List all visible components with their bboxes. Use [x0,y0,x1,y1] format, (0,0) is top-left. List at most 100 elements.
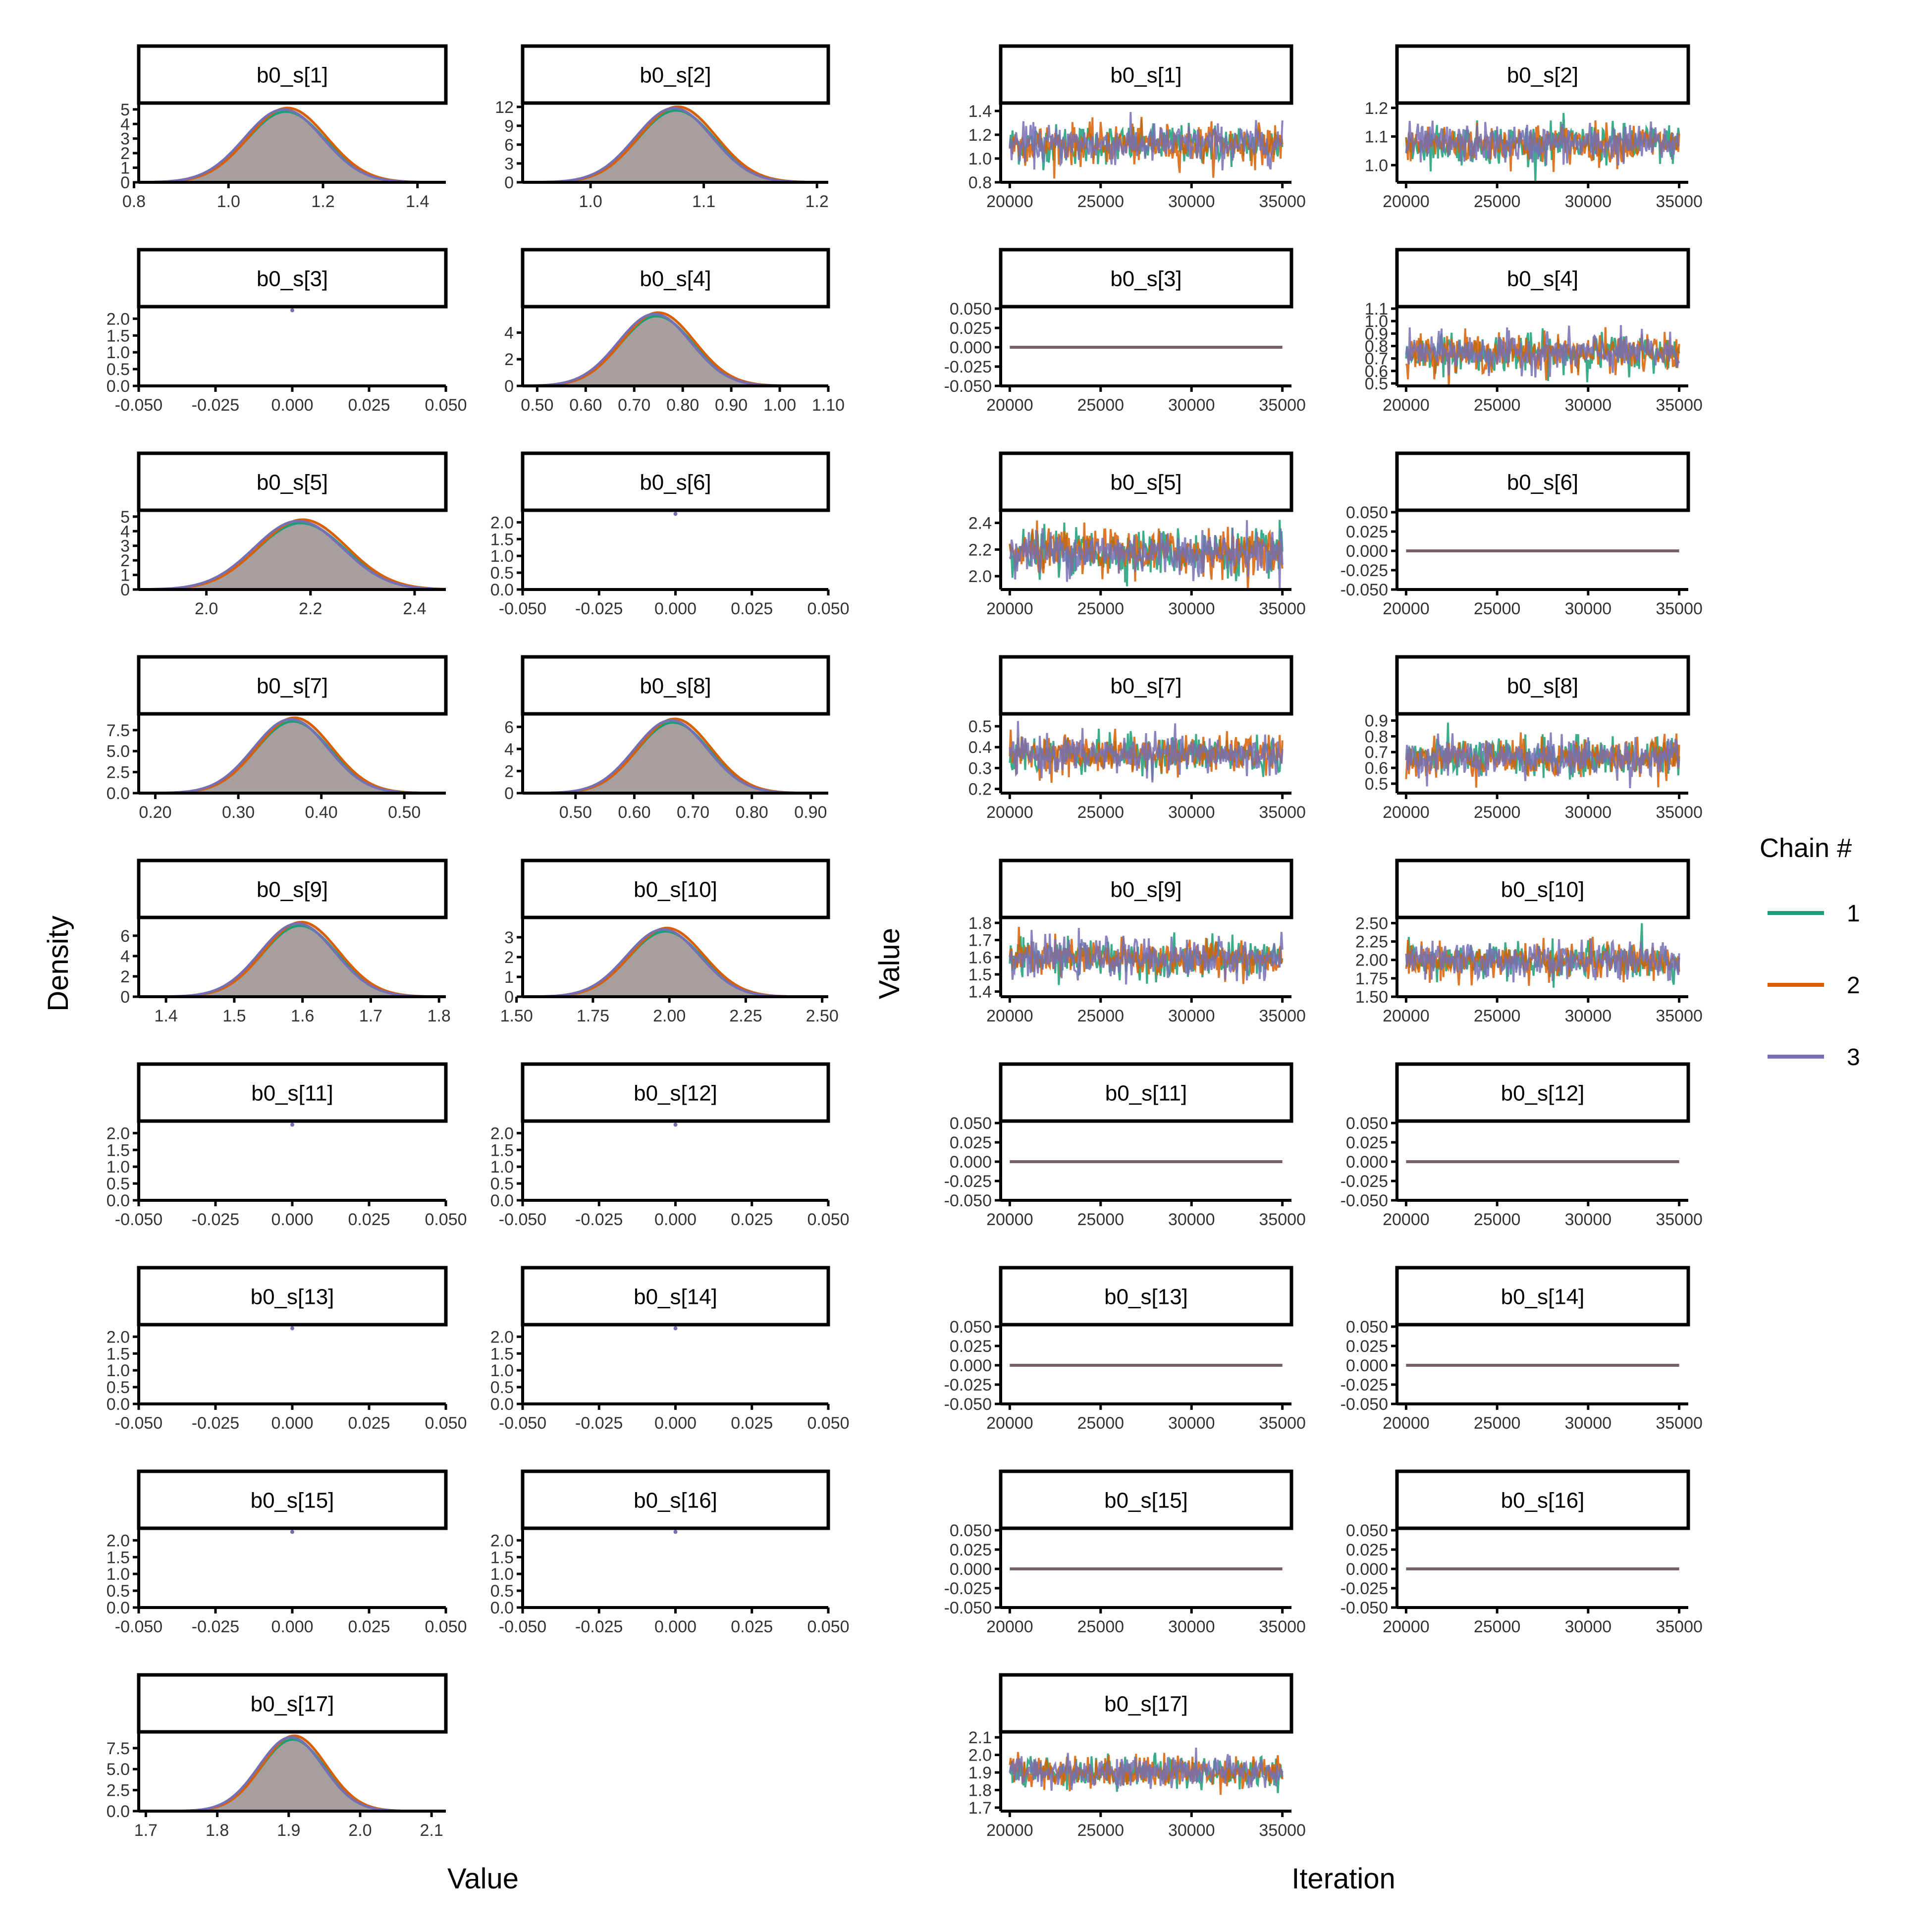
trace-panel-6-x-tick-label: 30000 [1565,599,1612,618]
density-panel-1-x-tick-label: 0.8 [122,192,146,211]
trace-panel-13-x-tick-label: 35000 [1259,1414,1306,1433]
density-x-axis-title: Value [447,1863,519,1895]
trace-panel-3-y-tick-label: 0.025 [950,319,992,338]
trace-panel-16-y-tick-label: 0.025 [1346,1541,1388,1559]
trace-panel-4-chain-3-trace [1405,325,1680,378]
density-panel-7-strip [137,655,448,716]
legend-item-2: 2 [1768,972,1860,999]
density-panel-14-y-tick-label: 0.5 [490,1378,514,1397]
density-panel-14-point [673,1326,678,1331]
density-panel-6-point [673,512,678,516]
trace-panel-1-x-tick-label: 20000 [986,192,1033,211]
trace-panels: b0_s[1]20000 25000 30000 350000.81.01.21.4b… [944,44,1703,1840]
density-panel-15-x-tick-label: 0.050 [425,1617,467,1636]
trace-panel-2-x-tick-label: 35000 [1656,192,1703,211]
density-panel-9-y-tick-label: 0 [120,988,130,1007]
density-panel-15-x-tick-label: -0.025 [192,1617,239,1636]
density-panel-1-x-tick-label: 1.2 [311,192,334,211]
trace-panel-14-y-tick-label: 0.000 [1346,1356,1388,1375]
trace-panel-9-x-tick-label: 30000 [1168,1007,1215,1025]
density-panel-6-strip-label: b0_s[6] [640,471,711,495]
density-panel-9-x-tick-label: 1.5 [222,1007,246,1025]
density-panel-8-x-tick-label: 0.50 [559,803,592,822]
trace-panel-11-y-tick-label: -0.050 [944,1191,992,1210]
density-panel-13: b0_s[13] -0.050 -0.025 0.000 0.025 0.050 0.00.… [107,1266,467,1433]
trace-panel-6: b0_s[6]20000 25000 30000 35000-0.050-0.0250… [1341,451,1703,618]
trace-panel-8-y-tick-label: 0.6 [1365,759,1388,778]
trace-panel-5-x-tick-label: 20000 [986,599,1033,618]
trace-panel-7-x-tick-label: 35000 [1259,803,1306,822]
trace-panel-4: b0_s[4] 20000 25000 30000 35000 0.50.60.70.80… [1365,248,1703,415]
density-panel-7-strip-label: b0_s[7] [257,674,328,698]
trace-panel-8-x-tick-label: 30000 [1565,803,1612,822]
density-panel-14-x-tick-label: 0.025 [731,1414,773,1433]
density-panel-9-strip [137,859,448,919]
density-panel-10-x-tick-label: 2.50 [806,1007,839,1025]
density-panel-1-y-tick-label: 4 [120,115,130,134]
density-panel-10-strip-label: b0_s[10] [634,878,717,902]
trace-panel-11-y-tick-label: 0.000 [950,1153,992,1172]
density-panel-6-strip [521,451,830,512]
trace-panel-11-x-tick-label: 35000 [1259,1210,1306,1229]
trace-panel-2-strip-label: b0_s[2] [1507,63,1578,88]
trace-panel-10-x-tick-label: 35000 [1656,1007,1703,1025]
trace-x-axis-title: Iteration [1291,1863,1395,1895]
trace-panel-6-y-tick-label: -0.050 [1341,581,1388,599]
trace-panel-9-y-tick-label: 1.8 [968,914,992,933]
trace-panel-1-x-tick-label: 35000 [1259,192,1306,211]
trace-panel-12: b0_s[12] 20000 25000 30000 35000 -0.050-0.025… [1341,1062,1703,1229]
density-panel-5-y-tick-label: 3 [120,537,130,556]
density-panel-12-x-tick-label: 0.050 [807,1210,849,1229]
density-panel-7-y-tick-label: 5.0 [107,742,130,761]
trace-panel-12-y-tick-label: 0.025 [1346,1133,1388,1152]
trace-panel-6-y-tick-label: 0.025 [1346,523,1388,541]
density-panel-2-chain-3-fill [523,108,828,182]
density-panel-6-x-tick-label: 0.000 [654,599,697,618]
trace-panel-11-strip [999,1062,1293,1123]
trace-panel-9-y-tick-label: 1.4 [968,983,992,1002]
trace-panel-17: b0_s[17] 20000 25000 30000 35000 1.71.81.92.0… [968,1673,1306,1840]
density-panel-2-chain-3-density [523,107,829,184]
density-panel-2-strip [521,44,830,105]
density-panel-4-x-tick-label: 1.10 [812,396,845,415]
density-panel-14-y-tick-label: 1.5 [490,1344,514,1363]
density-panel-3-point [290,308,294,313]
trace-panel-14-strip-label: b0_s[14] [1501,1285,1585,1309]
density-panel-1-x-tick-label: 1.4 [406,192,429,211]
density-panel-5-x-tick-label: 2.0 [195,599,218,618]
density-panel-8-y-tick-label: 4 [504,740,514,759]
density-panel-13-x-tick-label: -0.050 [115,1414,162,1433]
trace-panel-17-y-tick-label: 1.9 [968,1764,992,1782]
density-panel-11-point [290,1123,294,1127]
density-panel-7-x-tick-label: 0.40 [305,803,338,822]
density-panel-16-strip [521,1469,830,1530]
density-panel-1-y-tick-label: 0 [120,173,130,192]
trace-panel-11-x-tick-label: 30000 [1168,1210,1215,1229]
density-panel-14-y-tick-label: 0.0 [490,1395,514,1414]
density-panel-12-y-tick-label: 0.0 [490,1191,514,1210]
legend: Chain # 1 2 3 [1760,833,1860,1071]
trace-panel-12-x-tick-label: 20000 [1383,1210,1430,1229]
density-panel-12-x-tick-label: -0.025 [575,1210,623,1229]
trace-panel-17-y-tick-label: 2.1 [968,1728,992,1747]
density-panel-1-chain-3-fill [139,109,446,182]
density-panel-14-strip-label: b0_s[14] [634,1285,717,1309]
density-panel-17-y-tick-label: 5.0 [107,1760,130,1779]
trace-panel-10: b0_s[10] 20000 25000 30000 35000 1.501.752.00… [1355,859,1703,1025]
trace-panel-6-strip [1395,451,1690,512]
density-panel-9-x-tick-label: 1.7 [359,1007,382,1025]
density-panel-6: b0_s[6] -0.050 -0.025 0.000 0.025 0.050 0.00.5… [490,451,850,618]
trace-panel-10-x-tick-label: 25000 [1474,1007,1521,1025]
density-panel-1-strip [137,44,448,105]
density-panel-3-x-tick-label: 0.050 [425,396,467,415]
trace-panel-15-strip [999,1469,1293,1530]
trace-panel-1-y-tick-label: 1.2 [968,126,992,145]
trace-panel-14-y-tick-label: 0.025 [1346,1337,1388,1356]
trace-panel-11-y-tick-label: 0.025 [950,1133,992,1152]
density-panel-8-chain-3-fill [523,720,828,793]
density-panel-12-y-tick-label: 0.5 [490,1175,514,1193]
density-panel-13-y-tick-label: 0.5 [107,1378,130,1397]
density-panel-9-x-tick-label: 1.4 [154,1007,177,1025]
